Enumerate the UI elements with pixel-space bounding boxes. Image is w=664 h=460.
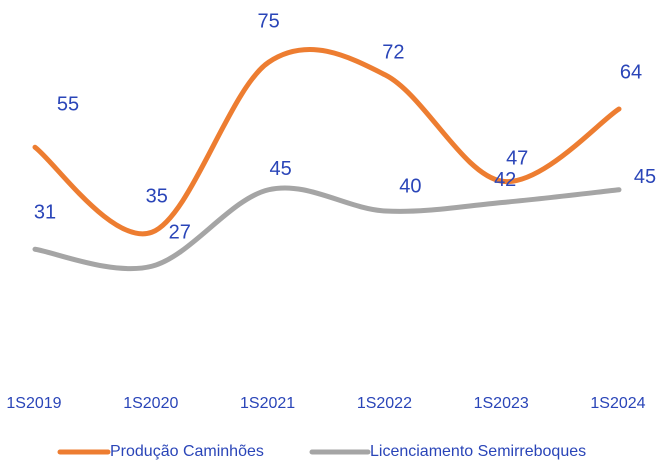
legend-label: Licenciamento Semirreboques (370, 443, 586, 460)
x-tick-label: 1S2021 (240, 395, 295, 412)
x-tick-label: 1S2023 (474, 395, 529, 412)
data-label: 75 (257, 11, 279, 33)
data-label: 72 (382, 41, 404, 63)
x-tick-label: 1S2024 (590, 395, 645, 412)
data-label: 64 (620, 61, 642, 83)
data-label: 40 (399, 175, 421, 197)
series-line (32, 47, 622, 237)
data-label: 35 (146, 186, 168, 208)
x-tick-label: 1S2019 (6, 395, 61, 412)
data-label: 42 (494, 169, 516, 191)
data-label: 47 (506, 148, 528, 170)
data-label: 31 (34, 202, 56, 224)
x-tick-label: 1S2020 (123, 395, 178, 412)
data-label: 45 (269, 158, 291, 180)
data-label: 27 (169, 222, 191, 244)
x-tick-label: 1S2022 (357, 395, 412, 412)
data-label: 45 (634, 166, 656, 188)
series-line (32, 185, 622, 272)
legend-label: Produção Caminhões (110, 443, 264, 460)
data-label: 55 (57, 94, 79, 116)
